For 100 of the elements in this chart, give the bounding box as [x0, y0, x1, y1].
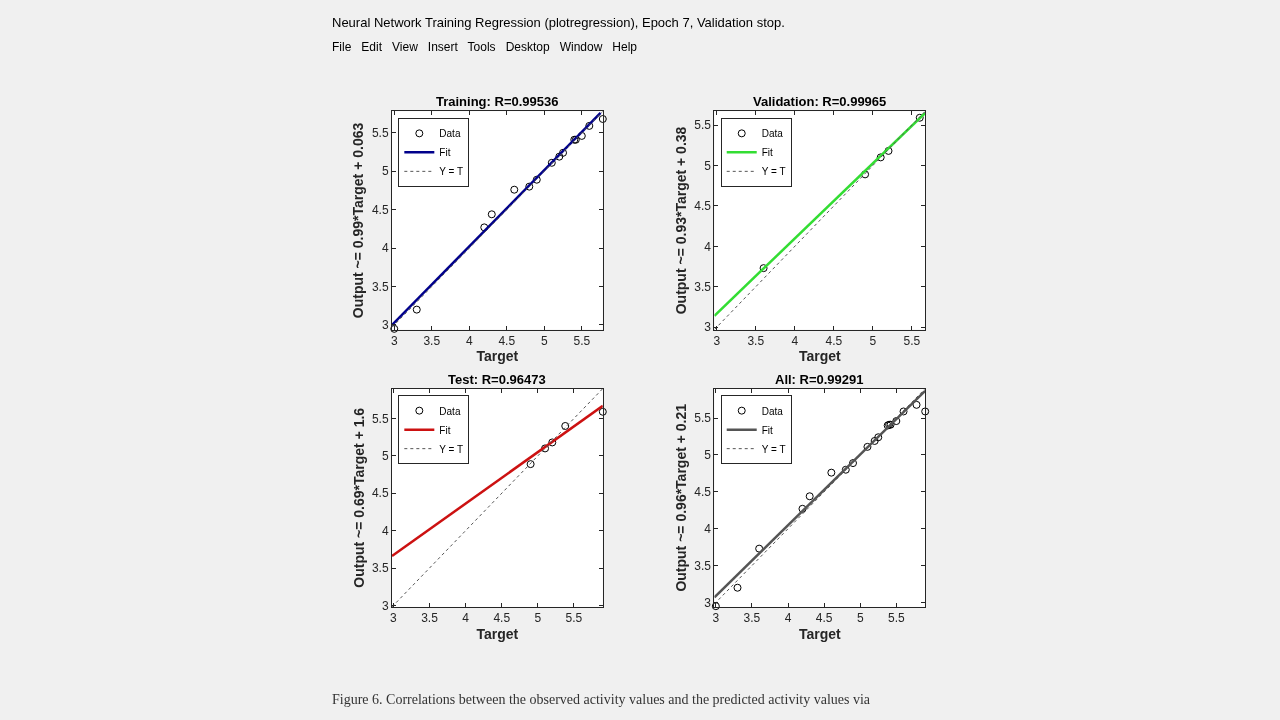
y-tick-label: 4 — [381, 523, 389, 538]
point — [598, 114, 607, 123]
y-axis-title: Output ~= 0.69*Target + 1.6 — [350, 407, 367, 588]
x-tick-label: 3.5 — [421, 611, 439, 626]
point — [532, 175, 541, 184]
y-tick-label: 5 — [381, 449, 389, 464]
text: File Edit View Insert Tools Desktop Window Help — [332, 40, 638, 54]
y-tick-label: 3.5 — [371, 561, 389, 576]
point — [598, 407, 607, 416]
point — [759, 264, 768, 273]
chart-title: All: R=0.99291 — [775, 372, 864, 387]
point — [874, 433, 883, 442]
legend-label: Y = T — [761, 443, 786, 455]
x-tick-label: 5.5 — [887, 611, 905, 626]
y-tick-label: 5.5 — [694, 411, 712, 426]
x-axis-title: Target — [798, 625, 842, 642]
legend-label: Fit — [439, 147, 451, 159]
y-tick-label: 5 — [381, 164, 389, 179]
x-tick-label: 3 — [713, 334, 721, 348]
x-axis-title: Target — [798, 348, 842, 365]
x-tick-label: 5 — [869, 334, 877, 348]
point — [798, 504, 807, 513]
x-tick-label: 4 — [462, 611, 470, 626]
y-tick-label: 3.5 — [694, 558, 712, 573]
point — [585, 121, 594, 130]
x-tick-label: 4 — [784, 611, 792, 626]
x-tick-label: 4.5 — [815, 611, 833, 626]
legend-label: Fit — [761, 424, 774, 436]
y-tick-label: 3.5 — [371, 279, 389, 294]
legend-label: Y = T — [439, 443, 464, 455]
x-tick-label: 4 — [791, 334, 799, 348]
point — [841, 465, 850, 474]
x-tick-label: 4.5 — [493, 611, 511, 626]
point — [892, 417, 901, 426]
x-axis-title: Target — [476, 348, 519, 365]
legend-label: Data — [761, 128, 784, 140]
y-axis-title: Output ~= 0.99*Target + 0.063 — [350, 122, 367, 319]
y-tick-label: 4.5 — [694, 485, 712, 500]
legend-label: Data — [761, 405, 784, 417]
y-tick-label: 3 — [381, 318, 389, 333]
y-tick-label: 4.5 — [371, 486, 389, 501]
y-tick-label: 5 — [704, 448, 712, 463]
point — [510, 185, 519, 194]
point — [555, 152, 564, 161]
text: Neural Network Training Regression (plotregression), Epoch 7, Validation stop. — [332, 15, 785, 30]
x-tick-label: 5.5 — [903, 334, 921, 348]
y-tick-label: 5 — [704, 158, 712, 173]
x-tick-label: 5.5 — [565, 611, 583, 626]
y-tick-label: 3 — [381, 598, 389, 613]
point — [412, 305, 421, 314]
legend-label: Fit — [761, 147, 774, 159]
point — [915, 113, 924, 122]
point — [870, 436, 879, 445]
y-tick-label: 5.5 — [371, 411, 389, 426]
y-tick-label: 4 — [704, 521, 712, 536]
point — [912, 400, 921, 409]
x-tick-label: 5 — [534, 611, 542, 626]
y-tick-label: 4.5 — [371, 202, 389, 217]
y-axis-title: Output ~= 0.96*Target + 0.21 — [672, 403, 689, 592]
y-axis-title: Output ~= 0.93*Target + 0.38 — [672, 126, 689, 315]
legend-label: Y = T — [439, 166, 464, 178]
point — [541, 444, 550, 453]
x-tick-label: 5 — [856, 611, 864, 626]
point — [526, 460, 535, 469]
point — [561, 421, 570, 430]
y-tick-label: 3 — [704, 320, 712, 335]
x-tick-label: 3.5 — [747, 334, 765, 348]
point — [548, 438, 557, 447]
y-tick-label: 4 — [381, 241, 389, 256]
chart-title: Validation: R=0.99965 — [753, 94, 887, 109]
x-tick-label: 4 — [465, 334, 473, 348]
x-axis-title: Target — [476, 625, 519, 642]
y-tick-label: 5.5 — [694, 118, 712, 133]
y-tick-label: 4 — [704, 239, 712, 254]
x-tick-label: 3 — [390, 334, 398, 348]
legend-label: Data — [439, 405, 461, 417]
legend-label: Y = T — [761, 166, 786, 178]
point — [525, 182, 534, 191]
y-tick-label: 5.5 — [371, 126, 389, 141]
legend-label: Data — [439, 128, 461, 140]
caption: Figure 6. Correlations between the observed activity values and the predicted activity values via — [332, 692, 871, 707]
point — [733, 583, 742, 592]
chart-title: Test: R=0.96473 — [448, 372, 546, 387]
legend-label: Fit — [439, 424, 451, 436]
y-tick-label: 4.5 — [694, 199, 712, 214]
x-tick-label: 4.5 — [498, 334, 516, 348]
point — [884, 146, 893, 155]
x-tick-label: 5.5 — [573, 334, 591, 348]
point — [876, 153, 885, 162]
x-tick-label: 4.5 — [825, 334, 843, 348]
point — [827, 468, 836, 477]
point — [390, 324, 399, 333]
point — [921, 407, 930, 416]
point — [863, 442, 872, 451]
point — [805, 492, 814, 501]
x-tick-label: 3.5 — [743, 611, 761, 626]
chart-title: Training: R=0.99536 — [436, 94, 559, 109]
point — [711, 602, 720, 611]
point — [547, 158, 556, 167]
y-tick-label: 3 — [704, 595, 712, 610]
